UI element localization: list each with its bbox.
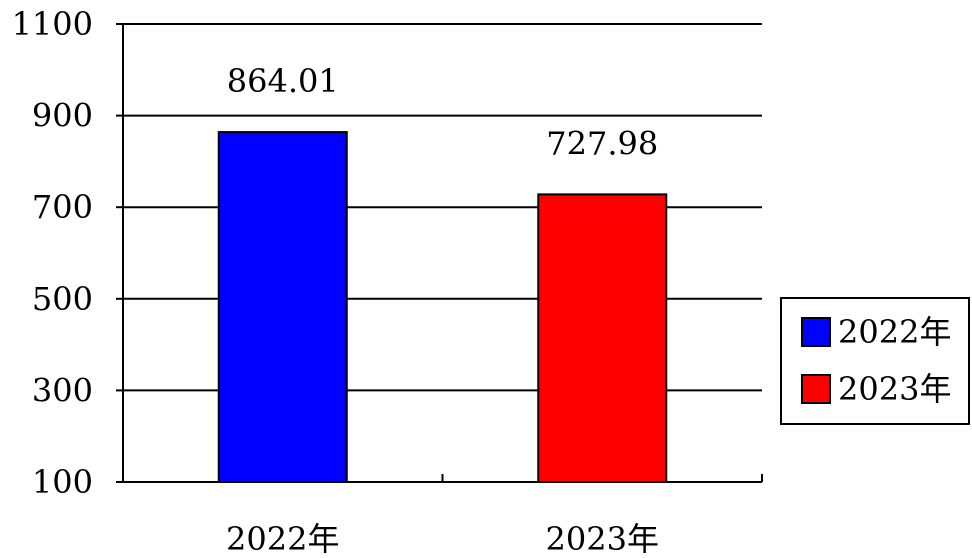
data-label: 864.01 <box>227 62 339 100</box>
legend-swatch <box>801 374 831 404</box>
y-tick-label: 100 <box>32 463 93 501</box>
y-axis-ticks: 100 300 500 700 900 1100 <box>12 5 123 501</box>
y-tick-label: 900 <box>32 97 93 135</box>
data-labels: 864.01 727.98 <box>227 62 658 162</box>
bar-2 <box>537 193 668 483</box>
x-tick-label: 2022年 <box>226 520 339 558</box>
axes <box>122 24 763 483</box>
x-tick-label: 2023年 <box>546 520 659 558</box>
legend-label: 2022年 <box>838 313 951 351</box>
y-tick-label: 500 <box>32 280 93 318</box>
y-tick-label: 300 <box>32 371 93 409</box>
data-label: 727.98 <box>546 124 658 162</box>
bar-1 <box>217 131 348 483</box>
bars <box>217 131 668 483</box>
y-tick-label: 1100 <box>12 5 93 43</box>
x-axis-ticks: 2022年 2023年 <box>226 520 659 558</box>
legend: 2022年 2023年 <box>780 297 970 425</box>
y-tick-label: 700 <box>32 188 93 226</box>
legend-swatch <box>801 317 831 347</box>
legend-label: 2023年 <box>838 370 951 408</box>
